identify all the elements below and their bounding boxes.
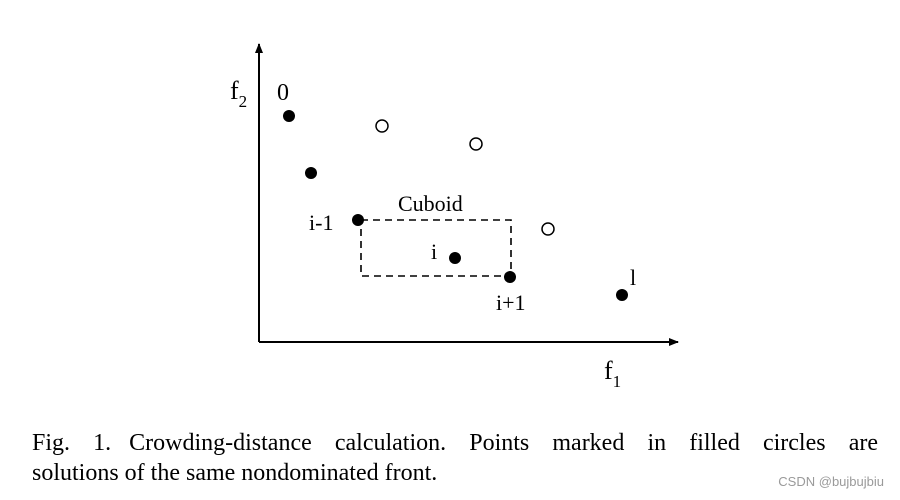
cuboid-rectangle xyxy=(360,219,512,277)
figure-caption: Fig. 1. Crowding-distance calculation. Po… xyxy=(32,428,878,488)
label-l: l xyxy=(630,265,636,290)
caption-text-1: Crowding-distance calculation. Points ma… xyxy=(129,430,878,456)
y-axis-label-sub: 2 xyxy=(239,92,248,111)
label-i-minus-1: i-1 xyxy=(309,210,333,235)
x-axis-label: f1 xyxy=(604,356,621,391)
caption-line-2: solutions of the same nondominated front… xyxy=(32,460,438,486)
point-i-plus-1 xyxy=(504,271,516,283)
point-l xyxy=(616,289,628,301)
point-filled-2 xyxy=(305,167,317,179)
point-i-minus-1 xyxy=(352,214,364,226)
label-i: i xyxy=(431,239,437,264)
cuboid-label: Cuboid xyxy=(398,191,463,216)
point-open-2 xyxy=(469,137,483,151)
caption-line-1: Fig. 1. Crowding-distance calculation. Po… xyxy=(32,428,878,458)
y-axis-label: f2 xyxy=(230,76,247,111)
point-open-3 xyxy=(541,222,555,236)
point-i xyxy=(449,252,461,264)
label-0: 0 xyxy=(277,80,289,106)
point-0 xyxy=(283,110,295,122)
label-i-plus-1: i+1 xyxy=(496,290,526,315)
x-axis-label-sub: 1 xyxy=(613,372,622,391)
watermark: CSDN @bujbujbiu xyxy=(778,474,884,489)
point-open-1 xyxy=(375,119,389,133)
figure-number: Fig. 1. xyxy=(32,430,112,456)
crowding-distance-figure: f2 f1 Cuboid 0 i-1 i i+1 l xyxy=(230,43,679,391)
